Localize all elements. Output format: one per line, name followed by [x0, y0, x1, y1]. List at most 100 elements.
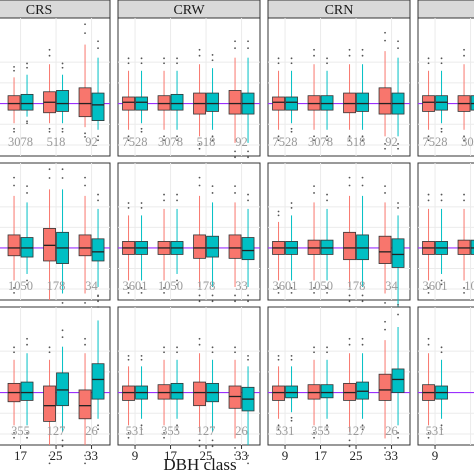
outlier-1-2-2-0-0: [348, 184, 351, 187]
outlier-0-3-0-0-1: [427, 57, 430, 60]
outlier-low-2-2-0-0-0: [277, 424, 280, 427]
box-1-3-1-1: [470, 239, 474, 255]
x-tick-label-1-1: 17: [164, 448, 178, 463]
outlier-low-2-1-3-0-0: [234, 447, 236, 449]
count-label-1-0-1: 1050: [8, 279, 33, 293]
count-label-1-1-1: 1050: [158, 279, 183, 293]
outlier-2-1-2-1-0: [211, 351, 214, 354]
box-2-1-1-1: [170, 382, 184, 400]
box-2-2-3-0: [378, 373, 392, 401]
outlier-low-2-1-2-0-0: [198, 439, 201, 442]
box-1-2-3-1: [391, 238, 405, 268]
outlier-low-0-2-2-0-0: [348, 135, 351, 138]
count-label-2-2-0: 531: [276, 424, 295, 438]
outlier-2-1-2-0-0: [198, 343, 201, 346]
box-2-0-1-1: [20, 381, 34, 401]
outlier-low-2-2-0-1-1: [290, 419, 293, 422]
box-2-1-0-0: [122, 385, 135, 401]
count-label-1-1-2: 178: [197, 279, 216, 293]
outlier-0-2-0-0-0: [277, 62, 280, 65]
x-tick-label-0-2: 25: [50, 448, 63, 463]
outlier-low-1-0-2-1-0: [61, 302, 64, 304]
outlier-low-2-3-0-0-1: [427, 436, 430, 439]
outlier-low-0-2-0-1-0: [290, 127, 293, 130]
outlier-1-0-2-0-1: [48, 168, 51, 171]
outlier-low-0-3-0-0-1: [427, 139, 430, 142]
outlier-low-2-1-2-1-1: [211, 445, 214, 448]
count-label-0-1-1: 3078: [158, 135, 183, 149]
outlier-low-2-2-1-1-1: [326, 428, 328, 431]
outlier-low-0-1-2-1-1: [211, 139, 214, 142]
outlier-low-0-2-3-0-1: [384, 147, 386, 150]
box-0-1-2-1: [206, 92, 219, 112]
outlier-0-0-1-1-1: [26, 62, 28, 65]
outlier-1-2-3-1-0: [397, 207, 399, 209]
box-0-0-3-1: [91, 92, 105, 122]
outlier-1-1-3-0-1: [234, 185, 236, 188]
outlier-low-1-1-1-0-0: [163, 287, 165, 289]
box-2-2-3-1: [391, 368, 405, 393]
outlier-0-0-3-1-0: [97, 47, 99, 50]
box-2-0-3-0: [78, 389, 92, 420]
outlier-low-0-0-2-1-0: [61, 127, 64, 130]
count-label-1-3-1: 10: [464, 279, 474, 293]
outlier-1-2-0-1-1: [290, 202, 293, 204]
outlier-low-0-2-3-1-1: [397, 147, 399, 150]
outlier-low-2-2-1-0-1: [313, 436, 315, 439]
outlier-1-1-3-1-1: [247, 193, 249, 196]
box-2-0-2-0: [43, 385, 56, 422]
outlier-low-0-1-3-1-1: [247, 156, 249, 159]
outlier-2-2-3-1-0: [397, 313, 399, 316]
outlier-1-1-3-0-0: [234, 192, 236, 194]
box-0-2-1-0: [307, 95, 321, 111]
count-label-1-2-0: 3601: [273, 279, 298, 293]
outlier-2-1-1-0-1: [163, 346, 165, 349]
outlier-low-2-1-1-0-1: [163, 436, 165, 439]
outlier-2-3-0-1-0: [440, 351, 443, 354]
count-label-2-0-3: 26: [85, 424, 98, 438]
count-label-2-2-3: 26: [385, 424, 398, 438]
strip-title-0: CRS: [26, 3, 52, 18]
count-label-0-1-3: 92: [235, 135, 248, 149]
box-1-2-1-0: [307, 239, 321, 255]
outlier-0-0-2-0-0: [48, 54, 51, 57]
outlier-1-1-3-1-0: [247, 199, 249, 202]
outlier-low-0-2-3-0-0: [384, 142, 386, 145]
box-2-2-1-0: [307, 384, 321, 400]
outlier-2-0-1-1-0: [26, 343, 28, 346]
box-1-2-3-0: [378, 235, 392, 264]
outlier-low-2-3-0-1-1: [440, 428, 443, 431]
count-label-0-3-0: 7528: [423, 135, 448, 149]
outlier-low-1-1-3-0-0: [234, 294, 236, 297]
outlier-low-2-2-1-0-0: [313, 431, 315, 434]
outlier-0-2-3-1-0: [397, 47, 399, 50]
outlier-1-1-0-0-0: [127, 207, 130, 209]
outlier-1-1-1-0-1: [163, 193, 165, 196]
outlier-2-2-2-1-0: [361, 343, 364, 346]
outlier-2-2-0-1-1: [290, 354, 293, 357]
strip-title-1: CRW: [173, 3, 205, 18]
outlier-2-1-0-0-0: [127, 358, 130, 361]
outlier-0-0-3-0-0: [84, 32, 86, 34]
box-2-2-2-0: [343, 382, 356, 401]
box-0-0-1-0: [7, 95, 21, 111]
outlier-1-0-3-1-1: [97, 193, 99, 196]
count-label-1-1-0: 3601: [123, 279, 148, 293]
box-2-2-2-1: [356, 381, 369, 400]
outlier-2-1-3-1-0: [247, 358, 249, 361]
outlier-low-1-2-2-1-0: [361, 294, 364, 297]
outlier-low-1-3-0-1-1: [440, 283, 443, 286]
outlier-0-1-2-0-0: [198, 54, 201, 57]
outlier-low-1-3-0-1-0: [440, 279, 443, 282]
outlier-low-2-3-0-1-0: [440, 424, 443, 427]
outlier-low-1-0-1-1-1: [26, 283, 28, 286]
box-0-2-2-0: [343, 92, 356, 114]
outlier-low-2-2-3-0-0: [384, 447, 386, 449]
outlier-0-1-0-1-0: [140, 62, 143, 65]
x-axis-label: DBH class: [163, 455, 236, 474]
outlier-1-1-1-1-1: [176, 193, 178, 196]
outlier-1-2-2-1-0: [361, 184, 364, 187]
outlier-low-2-0-1-0-1: [13, 436, 15, 439]
outlier-low-0-2-2-0-1: [348, 139, 351, 142]
outlier-0-0-3-0-1: [84, 23, 86, 26]
